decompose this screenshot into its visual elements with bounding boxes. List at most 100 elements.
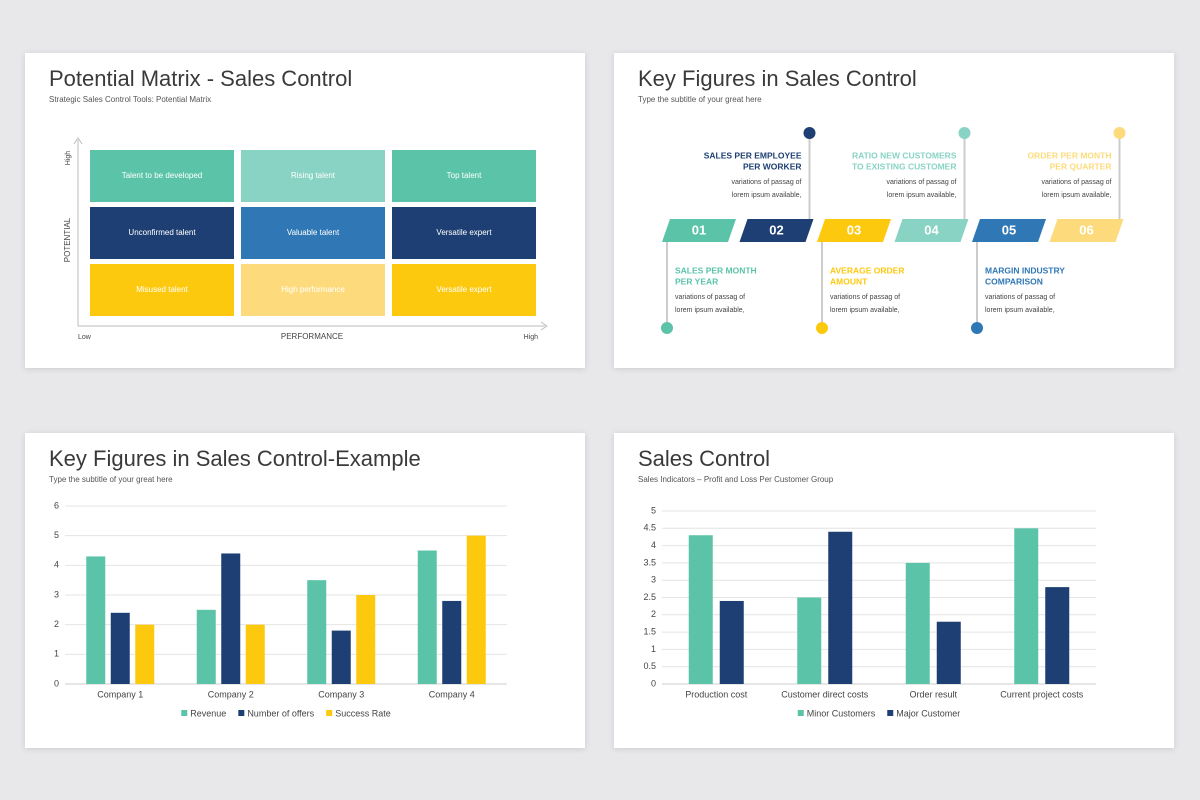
step-text: variations of passag of: [675, 294, 745, 301]
axis-label: High: [524, 334, 539, 341]
chart-subtitle: Type the subtitle of your great here: [49, 475, 173, 484]
step-title: COMPARISON: [985, 276, 1043, 286]
legend-label: Minor Customers: [807, 708, 876, 718]
step-number: 04: [924, 222, 939, 237]
step-title: AMOUNT: [830, 276, 868, 286]
y-tick-label: 2: [651, 609, 656, 619]
legend-swatch: [887, 710, 894, 716]
y-tick-label: 1: [651, 644, 656, 654]
bar: [466, 535, 486, 684]
step-title: AVERAGE ORDER: [830, 265, 904, 275]
slide-title: Key Figures in Sales Control: [638, 66, 917, 91]
y-tick-label: 4: [651, 540, 656, 550]
step-number: 02: [769, 222, 783, 237]
slide: [25, 433, 585, 748]
step: [894, 219, 969, 242]
step-text: lorem ipsum available,: [830, 307, 900, 314]
y-tick-label: 1: [54, 649, 59, 659]
y-tick-label: 4.5: [643, 523, 656, 533]
legend-label: Number of offers: [247, 708, 314, 718]
step-text: lorem ipsum available,: [1042, 192, 1112, 199]
slide: [614, 53, 1174, 368]
bar: [797, 597, 822, 684]
bar: [356, 595, 376, 684]
step-title: PER YEAR: [675, 276, 718, 286]
bar: [905, 562, 930, 684]
legend-label: Success Rate: [335, 708, 391, 718]
axis-label: High: [65, 151, 72, 166]
x-tick-label: Current project costs: [1000, 689, 1084, 699]
step: [972, 219, 1046, 242]
y-tick-label: 3: [651, 575, 656, 585]
step-title: ORDER PER MONTH: [1027, 150, 1111, 160]
step-number: 05: [1002, 222, 1016, 237]
step-title: MARGIN INDUSTRY: [985, 265, 1065, 275]
legend-swatch: [326, 710, 333, 716]
step-text: variations of passag of: [1041, 179, 1111, 186]
slide-title: Potential Matrix - Sales Control: [49, 66, 352, 91]
y-tick-label: 0: [651, 678, 656, 688]
matrix-cell: [90, 264, 234, 316]
matrix-label: Misused talent: [136, 285, 188, 294]
bar: [245, 624, 265, 684]
bar: [442, 600, 462, 684]
step-text: variations of passag of: [830, 294, 900, 301]
legend-swatch: [181, 710, 188, 716]
matrix-label: Rising talent: [291, 171, 336, 180]
matrix-label: Versatile expert: [436, 228, 492, 237]
step-text: variations of passag of: [731, 179, 801, 186]
axis-label: Low: [78, 334, 92, 341]
matrix-label: Versatile expert: [436, 285, 492, 294]
legend-swatch: [797, 710, 804, 716]
step-title: PER QUARTER: [1050, 161, 1112, 171]
matrix-label: Valuable talent: [287, 228, 340, 237]
y-tick-label: 2.5: [643, 592, 656, 602]
step-text: variations of passag of: [985, 294, 1055, 301]
bar: [1014, 528, 1039, 684]
y-tick-label: 3: [54, 589, 59, 599]
step-number: 03: [847, 222, 861, 237]
bar: [135, 624, 155, 684]
bar: [719, 600, 744, 684]
x-tick-label: Company 1: [97, 689, 143, 699]
x-tick-label: Customer direct costs: [781, 689, 869, 699]
legend-label: Major Customer: [896, 708, 960, 718]
slide-subtitle: Strategic Sales Control Tools: Potential…: [49, 95, 211, 104]
y-tick-label: 4: [54, 560, 59, 570]
step-text: lorem ipsum available,: [732, 192, 802, 199]
bar: [828, 531, 853, 684]
step: [739, 219, 814, 242]
matrix-label: High performance: [281, 285, 345, 294]
step-number: 01: [692, 222, 706, 237]
matrix-cell: [392, 207, 536, 259]
dot: [661, 322, 673, 334]
step: [662, 219, 736, 242]
x-tick-label: Company 3: [318, 689, 364, 699]
dot: [958, 127, 971, 139]
step-text: variations of passag of: [886, 179, 956, 186]
bar: [417, 550, 437, 684]
y-tick-label: 2: [54, 619, 59, 629]
bar: [110, 612, 130, 684]
x-tick-label: Production cost: [685, 689, 748, 699]
step-title: SALES PER EMPLOYEE: [704, 150, 802, 160]
matrix-label: Talent to be developed: [122, 171, 203, 180]
step-text: lorem ipsum available,: [675, 307, 745, 314]
matrix-cell: [241, 207, 385, 259]
matrix-label: Unconfirmed talent: [128, 228, 196, 237]
bar: [331, 630, 351, 684]
y-tick-label: 0.5: [643, 661, 656, 671]
axis-label: PERFORMANCE: [281, 332, 343, 341]
dot: [1113, 127, 1126, 139]
chart-subtitle: Sales Indicators – Profit and Loss Per C…: [638, 475, 834, 484]
step-title: SALES PER MONTH: [675, 265, 757, 275]
matrix-cell: [392, 264, 536, 316]
bar: [196, 609, 216, 684]
matrix-cell: [90, 207, 234, 259]
step-text: lorem ipsum available,: [887, 192, 957, 199]
step: [817, 219, 891, 242]
step-text: lorem ipsum available,: [985, 307, 1055, 314]
y-tick-label: 1.5: [643, 626, 656, 636]
y-tick-label: 6: [54, 500, 59, 510]
bar: [688, 535, 713, 684]
